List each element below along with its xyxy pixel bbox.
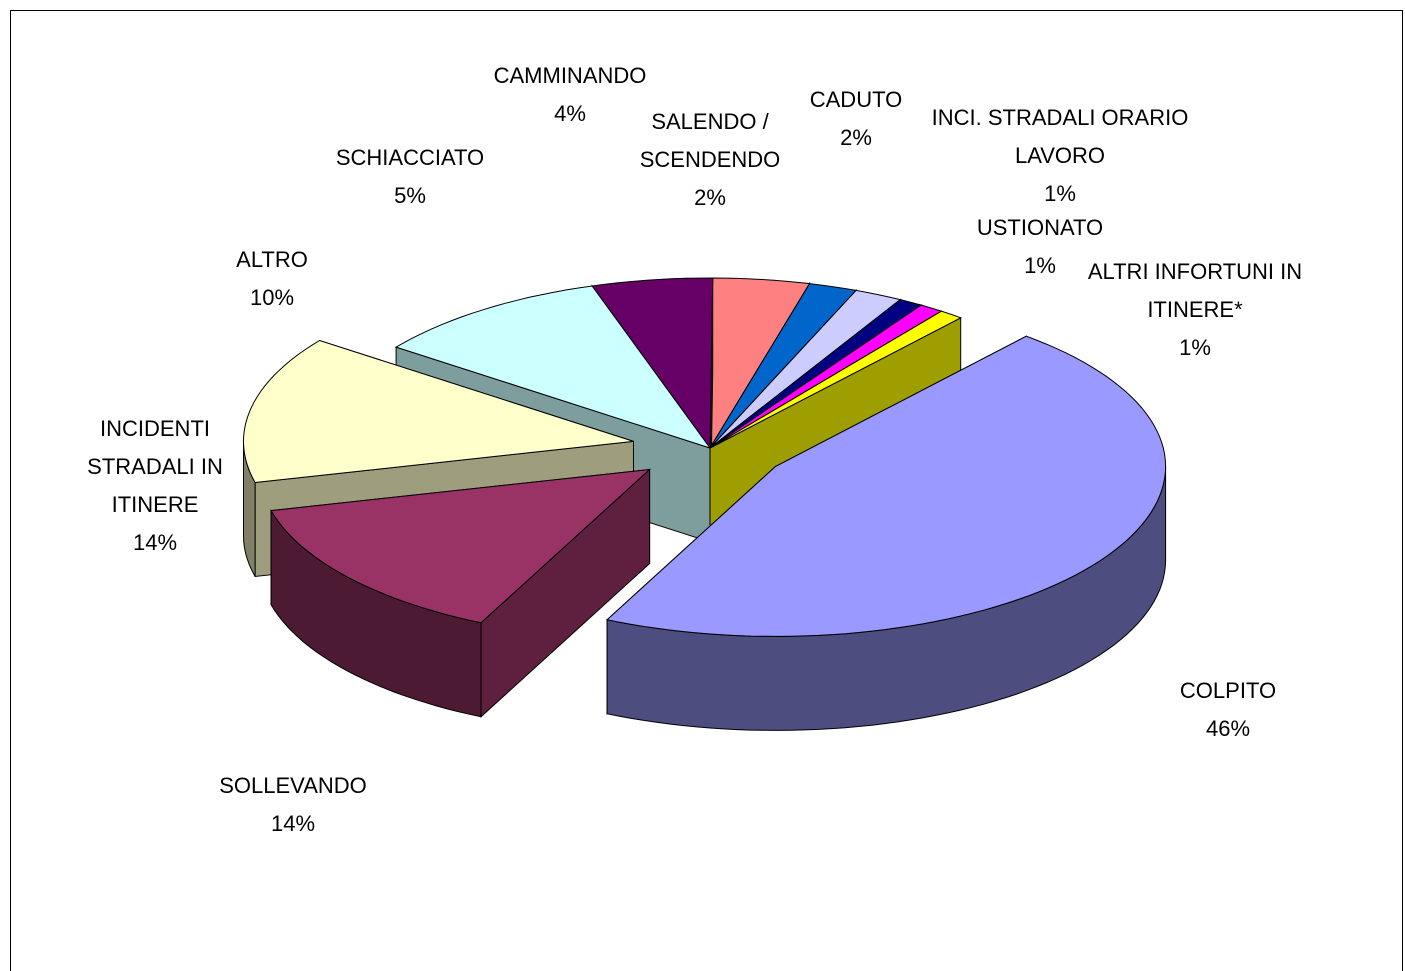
pie-slice [709,277,811,450]
slice-label: SOLLEVANDO 14% [173,767,413,843]
value-label: 2% [694,185,726,210]
value-label: 5% [394,183,426,208]
value-label: 10% [249,285,295,310]
slice-label: INCIDENTI STRADALI IN ITINERE 14% [70,410,240,562]
value-label: 1% [1179,335,1211,360]
category-name: SALENDO / SCENDENDO [639,109,781,172]
category-name: INCI. STRADALI ORARIO LAVORO [931,105,1189,168]
pie-slice [394,285,712,449]
slice-label: ALTRO 10% [192,241,352,317]
value-label: 1% [1044,181,1076,206]
category-name: ALTRO [236,247,308,272]
pie-slice [709,310,962,449]
category-name: INCIDENTI STRADALI IN ITINERE [87,416,223,517]
pie-slice [606,335,1167,637]
value-label: 46% [1205,716,1251,741]
category-name: USTIONATO [976,215,1104,240]
slice-label: USTIONATO 1% [940,209,1140,285]
slice-label: COLPITO 46% [1128,672,1328,748]
category-name: CAMMINANDO [493,63,647,88]
value-label: 4% [554,101,586,126]
pie-slice [591,277,714,450]
slice-label: SALENDO / SCENDENDO 2% [615,103,805,217]
category-name: SCHIACCIATO [335,145,485,170]
category-name: ALTRI INFORTUNI IN ITINERE* [1087,259,1303,322]
chart-frame [10,10,1403,971]
category-name: COLPITO [1179,678,1277,703]
value-label: 1% [1024,253,1056,278]
category-name: CADUTO [809,87,903,112]
slice-label: CADUTO 2% [776,81,936,157]
value-label: 2% [840,125,872,150]
value-label: 14% [270,811,316,836]
pie-slice [270,468,652,624]
value-label: 14% [132,530,178,555]
category-name: SOLLEVANDO [219,773,367,798]
slice-label: CAMMINANDO 4% [460,57,680,133]
slice-label: INCI. STRADALI ORARIO LAVORO 1% [930,99,1190,213]
slice-label: ALTRI INFORTUNI IN ITINERE* 1% [1070,253,1320,367]
slice-label: SCHIACCIATO 5% [300,139,520,215]
pie-slice [242,339,634,484]
